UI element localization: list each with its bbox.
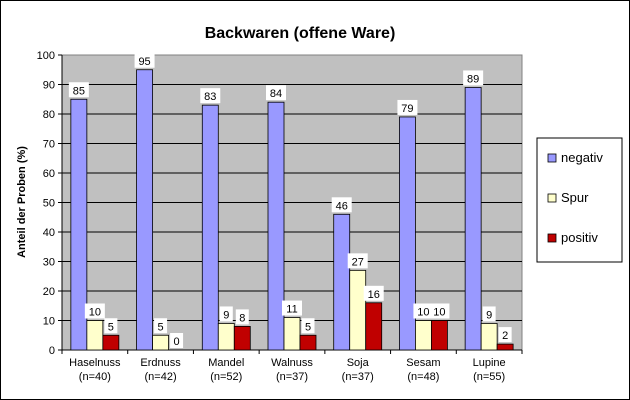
chart-title: Backwaren (offene Ware) <box>205 25 396 42</box>
bar-positiv <box>299 334 317 351</box>
bar-Spur <box>415 320 432 351</box>
x-category-label: Mandel <box>208 357 244 369</box>
data-label-box <box>170 333 184 348</box>
y-tick-label: 80 <box>43 109 55 121</box>
bar-Spur <box>152 334 169 351</box>
bar-Spur <box>86 320 104 351</box>
plot-area: 010203040506070809010085105Haselnuss(n=4… <box>37 50 523 383</box>
data-label-box <box>363 285 384 301</box>
data-label: 0 <box>174 336 180 348</box>
data-label-box <box>301 318 315 334</box>
legend-swatch-negativ <box>547 153 557 163</box>
data-label-box <box>104 318 118 334</box>
y-axis-title: Anteil der Proben (%) <box>16 146 28 258</box>
data-label: 46 <box>336 200 348 212</box>
legend-label-negativ: negativ <box>561 150 603 165</box>
data-label: 5 <box>108 321 114 333</box>
y-tick-label: 0 <box>49 345 55 357</box>
data-label-box <box>68 82 89 98</box>
bar-negativ <box>399 116 416 351</box>
data-label-box <box>413 303 434 319</box>
bar-negativ <box>201 104 219 351</box>
y-tick-label: 50 <box>43 198 55 210</box>
data-label: 83 <box>204 91 216 103</box>
data-label: 9 <box>486 309 492 321</box>
bar-negativ <box>464 87 482 351</box>
bar-Spur <box>283 317 301 351</box>
data-label-box <box>347 253 368 269</box>
bar-Spur <box>480 323 498 351</box>
legend-swatch-Spur <box>547 193 557 203</box>
bar-negativ <box>70 98 88 351</box>
x-category-label: Lupine <box>473 357 506 369</box>
data-label: 10 <box>89 307 101 319</box>
bar-negativ <box>136 69 153 351</box>
y-tick-label: 70 <box>43 139 55 151</box>
x-category-label: (n=52) <box>210 371 242 383</box>
bar-negativ <box>333 213 351 351</box>
data-label: 11 <box>286 304 297 316</box>
bar-positiv <box>365 302 383 351</box>
bar-positiv <box>496 343 514 351</box>
data-label-box <box>463 70 484 86</box>
legend-label-positiv: positiv <box>561 230 598 245</box>
data-label-box <box>498 327 512 343</box>
data-label: 8 <box>239 312 245 324</box>
x-category-label: Haselnuss <box>69 357 121 369</box>
data-label-box <box>429 303 450 319</box>
bar-negativ <box>267 101 285 351</box>
legend-label-Spur: Spur <box>561 190 589 205</box>
data-label-box <box>235 309 249 325</box>
data-label: 95 <box>138 56 150 68</box>
x-category-label: (n=55) <box>473 371 505 383</box>
y-tick-label: 60 <box>43 168 55 180</box>
bar-Spur <box>349 269 367 351</box>
x-category-label: (n=42) <box>145 371 177 383</box>
data-label: 85 <box>73 85 85 97</box>
bar-positiv <box>102 334 120 351</box>
y-tick-label: 10 <box>43 316 55 328</box>
data-label: 84 <box>270 88 282 100</box>
x-category-label: (n=37) <box>276 371 308 383</box>
data-label-box <box>331 197 352 213</box>
y-tick-label: 20 <box>43 286 55 298</box>
x-category-label: (n=40) <box>79 371 111 383</box>
y-tick-label: 30 <box>43 257 55 269</box>
x-category-label: (n=37) <box>342 371 374 383</box>
data-label-box <box>200 88 221 104</box>
data-label-box <box>282 300 302 316</box>
data-label: 27 <box>352 256 364 268</box>
y-tick-label: 90 <box>43 80 55 92</box>
bar-positiv <box>431 320 448 351</box>
x-category-label: Erdnuss <box>140 357 181 369</box>
legend-swatch-positiv <box>547 233 557 243</box>
data-label: 16 <box>368 289 380 301</box>
bar-positiv <box>233 325 251 351</box>
y-tick-label: 40 <box>43 227 55 239</box>
data-label: 5 <box>158 321 164 333</box>
data-label-box <box>482 306 496 322</box>
data-label-box <box>397 99 418 115</box>
data-label: 79 <box>401 103 413 115</box>
data-label-box <box>84 303 105 319</box>
data-label: 89 <box>467 73 479 85</box>
data-label: 5 <box>305 321 311 333</box>
data-label: 10 <box>417 307 429 319</box>
data-label: 9 <box>223 309 229 321</box>
data-label-box <box>219 306 233 322</box>
data-label: 2 <box>502 330 508 342</box>
data-label-box <box>266 85 286 101</box>
x-category-label: Sesam <box>406 357 440 369</box>
x-category-label: Walnuss <box>271 357 313 369</box>
data-label-box <box>154 318 168 334</box>
y-tick-label: 100 <box>37 50 55 62</box>
legend: negativ Spur positiv <box>536 137 623 263</box>
x-category-label: (n=48) <box>407 371 439 383</box>
x-category-label: Soja <box>347 357 370 369</box>
data-label-box <box>134 52 155 68</box>
data-label: 10 <box>433 307 445 319</box>
bar-Spur <box>217 323 235 351</box>
